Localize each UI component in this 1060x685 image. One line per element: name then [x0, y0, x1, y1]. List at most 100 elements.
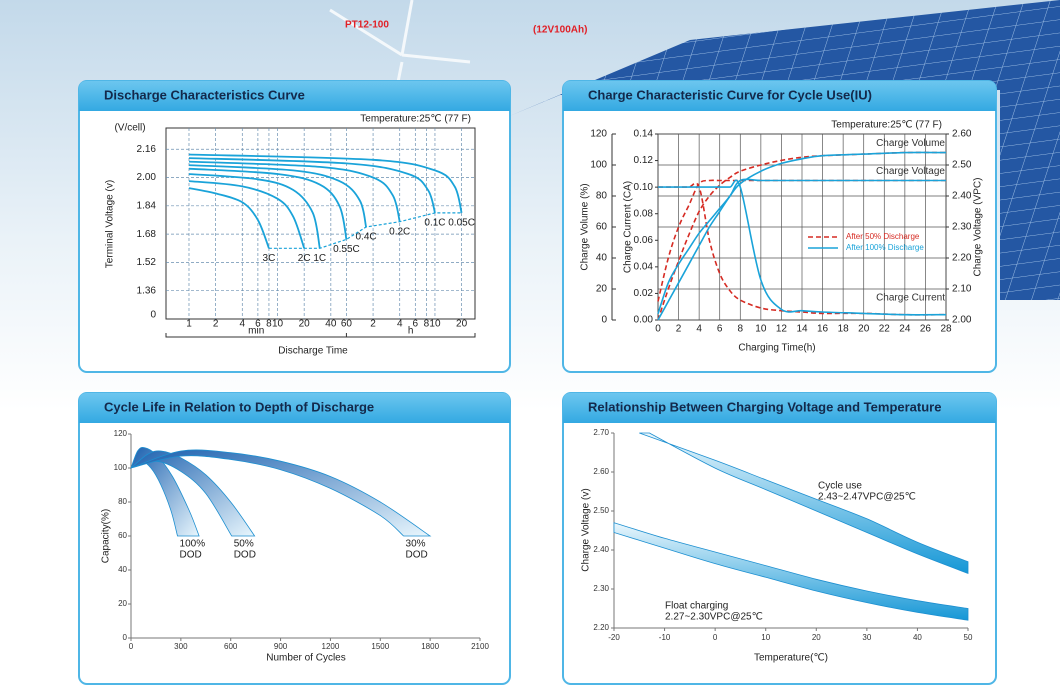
- curve-label: 0.2C: [389, 226, 410, 237]
- y-tick-label: 2.60: [593, 467, 609, 476]
- y-tick-label: 1.52: [137, 257, 157, 268]
- x-tick-label: -20: [608, 633, 620, 642]
- x-tick-label: 4: [240, 319, 246, 330]
- x-tick-label: 20: [299, 319, 311, 330]
- y-tick-label: 100: [114, 463, 128, 472]
- band-label: 30%: [406, 539, 426, 550]
- panel: [78, 392, 511, 685]
- time-unit: h: [408, 326, 414, 337]
- y-axis-title: Terminal Voltage (v): [105, 180, 116, 268]
- y-tick-label: 0: [601, 315, 607, 326]
- curve-label: 1C: [313, 253, 326, 264]
- y-tick-label: 2.16: [137, 144, 157, 155]
- discharge-curve: [188, 153, 463, 214]
- x-tick-label: 6: [717, 324, 723, 335]
- x-tick-label: 10: [761, 633, 770, 642]
- x-tick-label: 22: [879, 324, 891, 335]
- y-tick-label: 1.84: [137, 200, 157, 211]
- y-axis-title: Charge Volume (%): [580, 183, 591, 270]
- curve-label: 2C: [298, 253, 311, 264]
- curve-label: 0.4C: [355, 232, 376, 243]
- y2-tick-label: 2.40: [952, 191, 972, 202]
- curve-label: Charge Voltage: [876, 166, 945, 177]
- band-label: DOD: [406, 550, 428, 561]
- x-tick-label: 28: [940, 324, 952, 335]
- charge-current-curve: [658, 179, 947, 316]
- band-label: 100%: [180, 539, 206, 550]
- x-tick-label: 300: [174, 642, 188, 651]
- y-floor-label: 0: [150, 310, 156, 321]
- y2-tick-label: 2.20: [952, 253, 972, 264]
- y-tick-label: 20: [596, 284, 608, 295]
- x-tick-label: 600: [224, 642, 238, 651]
- y-tick-label: 2.20: [593, 623, 609, 632]
- y-tick-label: 2.50: [593, 506, 609, 515]
- x-axis-title: Charging Time(h): [738, 343, 815, 354]
- panel-title: Cycle Life in Relation to Depth of Disch…: [104, 399, 374, 414]
- x-tick-label: 20: [858, 324, 870, 335]
- x-axis-title: Number of Cycles: [266, 653, 345, 664]
- x-tick-label: -10: [659, 633, 671, 642]
- y-tick-label: 2.70: [593, 428, 609, 437]
- x-tick-label: 8: [738, 324, 744, 335]
- x-tick-label: 1500: [371, 642, 389, 651]
- legend-label: After 100% Discharge: [846, 243, 924, 252]
- solar-panels: [500, 0, 1060, 300]
- end-voltage-line: [268, 212, 462, 249]
- x-tick-label: 40: [913, 633, 922, 642]
- y-tick-label: 0: [123, 633, 128, 642]
- y3-tick-label: 0.02: [634, 288, 654, 299]
- discharge-curve: [188, 180, 306, 249]
- discharge-curve: [188, 157, 436, 214]
- y-tick-label: 2.30: [593, 584, 609, 593]
- y-tick-label: 100: [590, 160, 607, 171]
- band-label: Cycle use: [818, 481, 862, 492]
- annotation: Temperature:25℃ (77 F): [360, 114, 471, 125]
- x-tick-label: 60: [341, 319, 353, 330]
- curve-label: Charge Current: [876, 292, 945, 303]
- x-tick-label: 4: [397, 319, 403, 330]
- page-subtitle: (12V100Ah): [533, 25, 587, 36]
- band-label: DOD: [180, 550, 202, 561]
- x-tick-label: 2100: [471, 642, 489, 651]
- charge-voltage-curve: [657, 178, 946, 315]
- y3-tick-label: 0.12: [634, 155, 654, 166]
- x-tick-label: 24: [899, 324, 911, 335]
- x-tick-label: 8: [424, 319, 430, 330]
- y-tick-label: 40: [118, 565, 127, 574]
- y-tick-label: 1.68: [137, 229, 157, 240]
- y-tick-label: 120: [590, 129, 607, 140]
- panel: [562, 392, 997, 685]
- y3-tick-label: 0.06: [634, 235, 654, 246]
- curve-label: Charge Volume: [876, 138, 945, 149]
- y-axis-title: Capacity(%): [101, 509, 112, 563]
- discharge-curve: [188, 187, 270, 249]
- y3-tick-label: 0.00: [634, 315, 654, 326]
- y-tick-label: 120: [114, 429, 128, 438]
- x-tick-label: 50: [964, 633, 973, 642]
- band: [639, 432, 969, 574]
- x-tick-label: 1800: [421, 642, 439, 651]
- x-tick-label: 10: [755, 324, 767, 335]
- charge-volume-curve: [657, 151, 947, 321]
- x-tick-label: 10: [272, 319, 284, 330]
- y2-axis-title: Charge Voltage (VPC): [973, 178, 984, 277]
- y3-tick-label: 0.14: [634, 129, 654, 140]
- band-label: DOD: [234, 550, 256, 561]
- y-tick-label: 60: [118, 531, 127, 540]
- y-tick-label: 80: [596, 191, 608, 202]
- x-axis-title: Temperature(℃): [754, 653, 828, 664]
- x-tick-label: 1200: [322, 642, 340, 651]
- wind-turbine: [329, 0, 471, 83]
- annotation: Temperature:25℃ (77 F): [831, 120, 942, 131]
- x-tick-label: 2: [213, 319, 219, 330]
- y3-tick-label: 0.10: [634, 182, 654, 193]
- band-label: Float charging: [665, 601, 728, 612]
- x-tick-label: 12: [776, 324, 788, 335]
- x-tick-label: 16: [817, 324, 829, 335]
- band: [613, 522, 969, 621]
- x-tick-label: 20: [456, 319, 468, 330]
- x-tick-label: 14: [796, 324, 808, 335]
- x-tick-label: 2: [676, 324, 682, 335]
